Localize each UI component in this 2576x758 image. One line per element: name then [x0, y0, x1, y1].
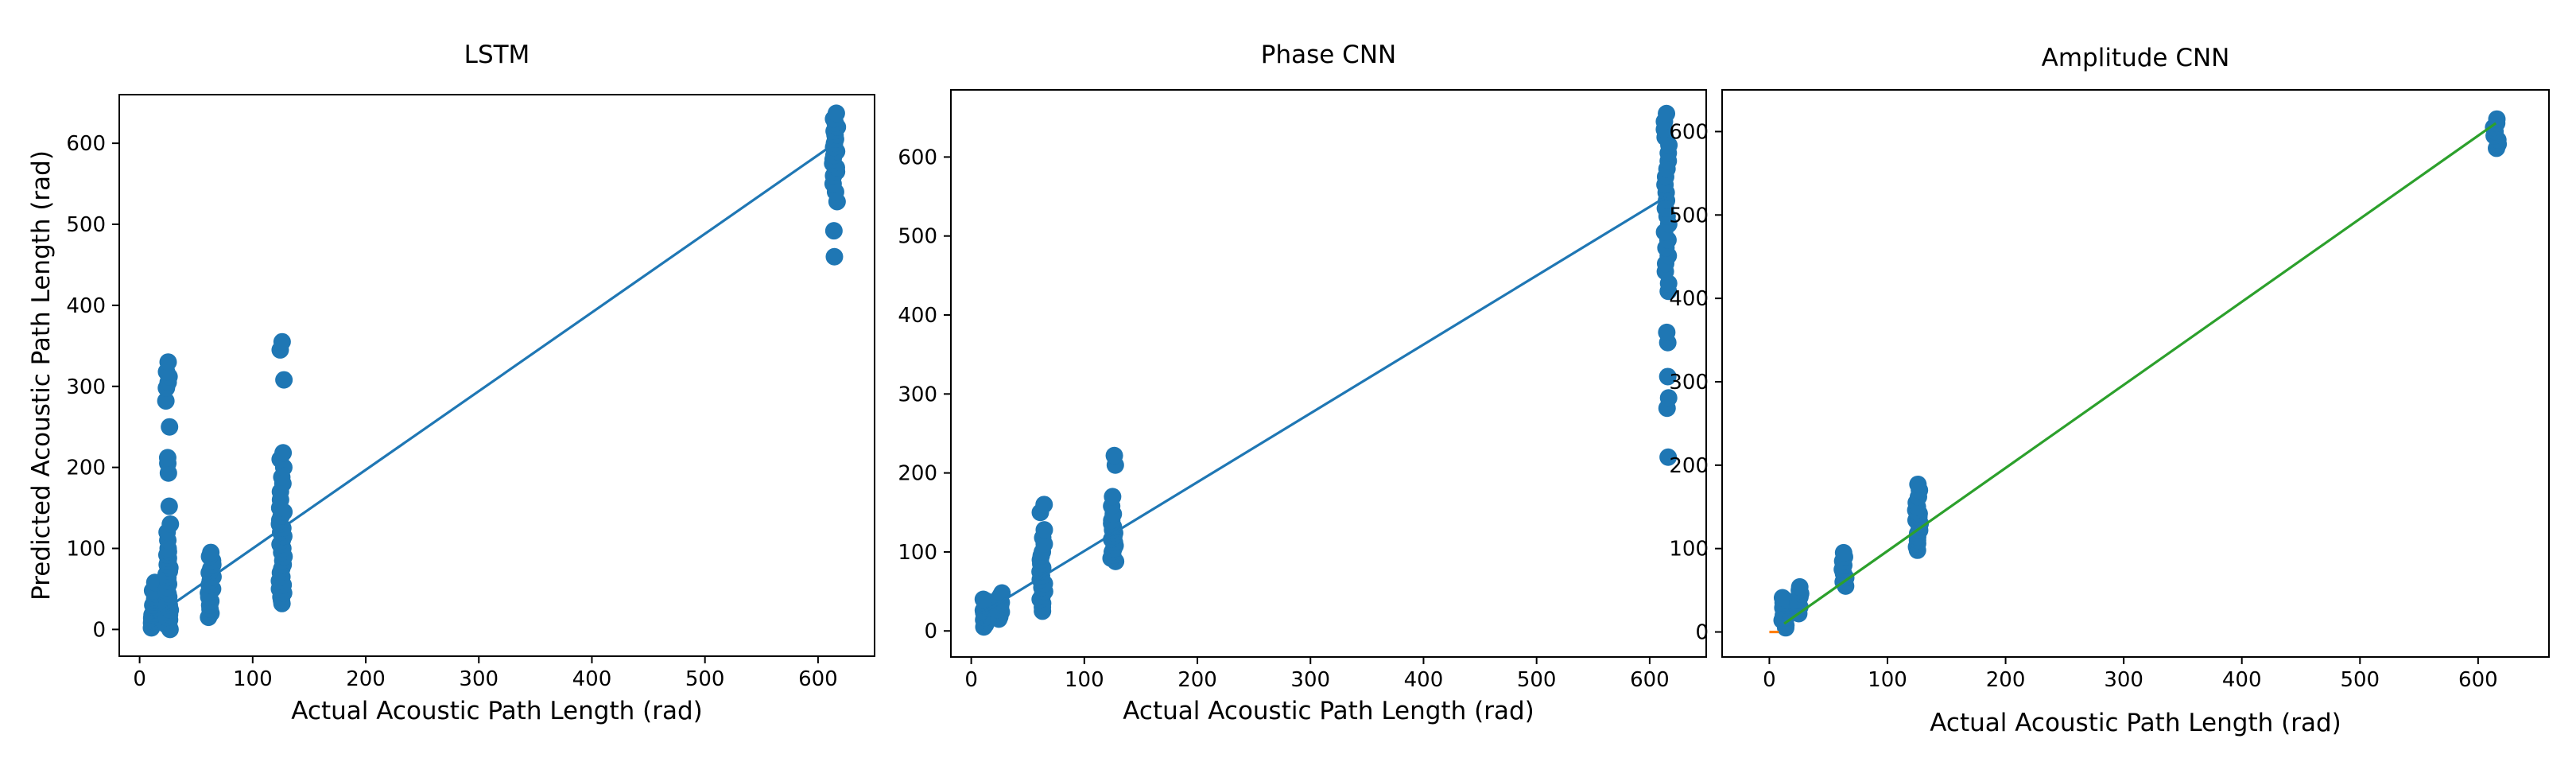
y-tick-label: 500	[898, 225, 937, 249]
x-tick-label: 500	[2340, 668, 2380, 692]
scatter-point	[2488, 110, 2506, 128]
x-tick-label: 100	[233, 667, 273, 691]
scatter-point	[157, 392, 175, 410]
y-tick-label: 600	[66, 132, 106, 156]
scatter-point	[1909, 475, 1927, 493]
scatter-point	[159, 353, 177, 371]
axes-frame	[950, 89, 1707, 658]
scatter-point	[158, 449, 177, 467]
y-tick-label: 400	[898, 304, 937, 328]
x-tick-label: 300	[2104, 668, 2143, 692]
x-tick-label: 200	[1986, 668, 2026, 692]
y-tick-label: 200	[1669, 454, 1709, 478]
scatter-point	[1790, 577, 1809, 596]
y-tick-label: 400	[66, 294, 106, 318]
scatter-point	[1035, 521, 1053, 539]
panels: 0 100 200 300 400 500 600 0 100 200 300 400 500 600 LS…	[27, 41, 2550, 737]
x-axis-label: Actual Acoustic Path Length (rad)	[291, 697, 702, 725]
y-tick-label: 0	[1695, 621, 1709, 645]
y-tick-label: 100	[1669, 538, 1709, 562]
y-tick-label: 0	[92, 618, 106, 642]
scatter-point	[1658, 104, 1676, 122]
x-tick-label: 200	[346, 667, 386, 691]
scatter-point	[1773, 589, 1791, 607]
x-tick-label: 600	[1630, 668, 1670, 692]
axes-frame	[118, 94, 875, 657]
scatter-point	[1035, 496, 1053, 514]
scatter-point	[1104, 488, 1122, 506]
x-tick-label: 100	[1868, 668, 1907, 692]
x-tick-label: 400	[2222, 668, 2262, 692]
scatter-point	[993, 584, 1011, 602]
scatter-point	[273, 332, 291, 351]
y-tick-label: 500	[66, 213, 106, 237]
x-tick-label: 600	[798, 667, 838, 691]
scatter-point	[1659, 389, 1678, 407]
scatter-point	[275, 371, 293, 389]
scatter-point	[202, 543, 220, 562]
axes-frame	[1721, 89, 2550, 658]
x-axis-label: Actual Acoustic Path Length (rad)	[1930, 709, 2341, 737]
scatter-point	[160, 497, 178, 515]
y-tick-label: 600	[1669, 120, 1709, 144]
y-tick-label: 0	[924, 620, 937, 643]
chart-panel-1: 0 100 200 300 400 500 600 0 100 200 300 400 500 600 LS…	[27, 41, 875, 725]
chart-panel-2: 0 100 200 300 400 500 600 0 100 200 300 400 500 600 Ph…	[898, 41, 1707, 725]
scatter-point	[824, 222, 843, 240]
scatter-point	[1659, 448, 1678, 466]
plot-area	[974, 104, 1678, 636]
fit-line	[1783, 122, 2497, 625]
y-tick-label: 100	[898, 541, 937, 565]
scatter-point	[827, 104, 845, 122]
x-tick-label: 400	[572, 667, 612, 691]
scatter-point	[974, 590, 992, 608]
chart-title: LSTM	[464, 41, 530, 69]
x-tick-label: 0	[964, 668, 978, 692]
x-tick-label: 100	[1065, 668, 1104, 692]
scatter-point	[1658, 367, 1677, 386]
x-tick-label: 200	[1177, 668, 1217, 692]
chart-panel-3: 0 100 200 300 400 500 600 0 100 200 300 400 500 600 Am…	[1669, 44, 2550, 737]
plot-area	[1769, 110, 2508, 637]
fit-line	[984, 195, 1668, 612]
x-tick-label: 500	[685, 667, 725, 691]
scatter-point	[1105, 446, 1123, 465]
chart-title: Amplitude CNN	[2042, 44, 2230, 72]
y-tick-label: 100	[66, 538, 106, 562]
x-tick-label: 500	[1517, 668, 1557, 692]
chart-title: Phase CNN	[1261, 41, 1396, 69]
y-tick-label: 200	[66, 457, 106, 480]
x-tick-label: 0	[1763, 668, 1776, 692]
y-tick-label: 300	[898, 383, 937, 406]
fit-line	[153, 142, 836, 619]
scatter-point	[1658, 323, 1676, 341]
scatter-point	[161, 418, 179, 436]
y-tick-label: 600	[898, 146, 937, 169]
y-tick-label: 300	[66, 375, 106, 399]
x-tick-label: 600	[2458, 668, 2498, 692]
x-tick-label: 300	[1290, 668, 1330, 692]
scatter-point	[161, 515, 180, 533]
scatter-point	[1834, 543, 1852, 562]
x-axis-label: Actual Acoustic Path Length (rad)	[1123, 697, 1534, 725]
x-tick-label: 400	[1404, 668, 1444, 692]
y-tick-label: 400	[1669, 287, 1709, 311]
scatter-point	[825, 247, 844, 266]
scatter-point	[274, 444, 293, 462]
x-tick-label: 0	[133, 667, 146, 691]
y-tick-label: 300	[1669, 371, 1709, 395]
y-axis-label: Predicted Acoustic Path Length (rad)	[27, 150, 56, 601]
x-tick-label: 300	[459, 667, 499, 691]
y-tick-label: 500	[1669, 204, 1709, 227]
y-tick-label: 200	[898, 462, 937, 486]
plot-area	[142, 104, 847, 639]
